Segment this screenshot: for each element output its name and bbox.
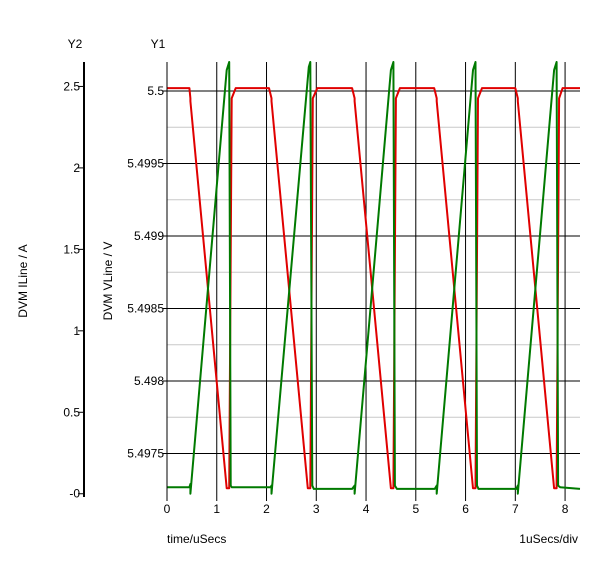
y2-header: Y2 [68, 37, 83, 51]
y1-tick-label: 5.4995 [127, 157, 164, 171]
x-tick-label: 8 [562, 502, 569, 516]
series-iline [167, 61, 581, 495]
x-tick-label: 1 [213, 502, 220, 516]
y2-axis-label: DVM ILine / A [16, 244, 30, 317]
y2-tick-label: 1 [73, 324, 80, 338]
y1-axis-label: DVM VLine / V [101, 242, 115, 321]
x-tick-label: 4 [363, 502, 370, 516]
y2-tick-label: -0 [69, 487, 80, 501]
y1-tick-label: 5.4975 [127, 447, 164, 461]
y2-tick-label: 0.5 [63, 405, 80, 419]
y1-header: Y1 [151, 37, 166, 51]
y1-tick-label: 5.4985 [127, 302, 164, 316]
x-tick-label: 6 [462, 502, 469, 516]
x-tick-label: 2 [263, 502, 270, 516]
x-footer-left: time/uSecs [167, 532, 226, 546]
x-tick-label: 0 [164, 502, 171, 516]
y2-tick-label: 2 [73, 161, 80, 175]
series-layer [167, 61, 581, 495]
tick-labels: 5.4975 5.498 5.4985 5.499 5.4995 5.5 -0 0.5 1 1.5… [63, 79, 568, 516]
x-tick-label: 5 [412, 502, 419, 516]
y2-tick-label: 1.5 [63, 242, 80, 256]
y2-tick-label: 2.5 [63, 79, 80, 93]
y1-tick-label: 5.498 [134, 374, 164, 388]
y1-tick-label: 5.499 [134, 229, 164, 243]
x-tick-label: 7 [512, 502, 519, 516]
y1-tick-label: 5.5 [147, 84, 164, 98]
x-footer-right: 1uSecs/div [519, 532, 578, 546]
grid [78, 62, 580, 501]
x-tick-label: 3 [313, 502, 320, 516]
series-vline [167, 87, 580, 490]
